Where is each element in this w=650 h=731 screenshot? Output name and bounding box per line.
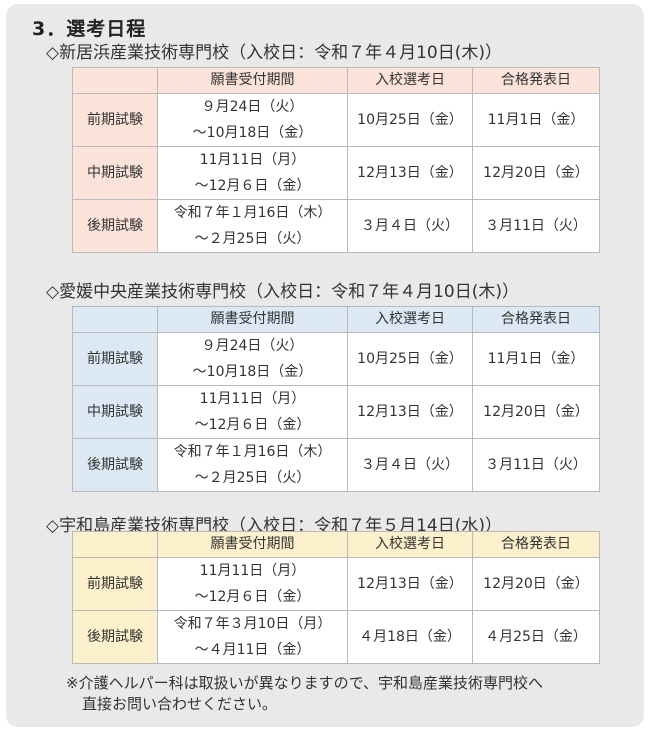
column-header: 合格発表日	[472, 306, 600, 333]
period-line: 11月11日（月）	[199, 563, 306, 579]
column-header: 入校選考日	[347, 67, 473, 94]
application-period: ９月24日（火） ～10月18日（金）	[157, 332, 348, 386]
result-date: 11月1日（金）	[472, 93, 600, 147]
note-line-2: 直接お問い合わせください。	[82, 695, 278, 713]
exam-round-label: 前期試験	[72, 332, 158, 386]
period-line: 令和７年１月16日（木）	[173, 205, 332, 221]
table-row: 後期試験 令和７年１月16日（木） ～２月25日（火） ３月４日（火） ３月11日（火）	[72, 199, 600, 253]
result-date: 12月20日（金）	[472, 557, 600, 611]
column-header	[72, 531, 158, 558]
result-date: 12月20日（金）	[472, 385, 600, 439]
exam-date: 10月25日（金）	[347, 332, 473, 386]
column-header: 合格発表日	[472, 67, 600, 94]
period-line: 11月11日（月）	[199, 152, 306, 168]
schedule-table: 願書受付期間 入校選考日 合格発表日 前期試験 11月11日（月） ～12月６日（金） 12…	[72, 531, 600, 664]
application-period: 11月11日（月） ～12月６日（金）	[157, 557, 348, 611]
table-row: 前期試験 ９月24日（火） ～10月18日（金） 10月25日（金） 11月1日（金）	[72, 93, 600, 147]
application-period: ９月24日（火） ～10月18日（金）	[157, 93, 348, 147]
result-date: 11月1日（金）	[472, 332, 600, 386]
table-row: 前期試験 11月11日（月） ～12月６日（金） 12月13日（金） 12月20日（金）	[72, 557, 600, 611]
application-period: 11月11日（月） ～12月６日（金）	[157, 385, 348, 439]
period-line: ～４月11日（金）	[194, 642, 311, 658]
exam-date: 12月13日（金）	[347, 557, 473, 611]
exam-date: 12月13日（金）	[347, 146, 473, 200]
note-line-1: ※介護ヘルパー科は取扱いが異なりますので、宇和島産業技術専門校へ	[66, 674, 543, 692]
exam-date: 10月25日（金）	[347, 93, 473, 147]
period-line: 令和７年３月10日（月）	[173, 616, 332, 632]
period-line: ～10月18日（金）	[192, 125, 313, 141]
period-line: ９月24日（火）	[201, 338, 304, 354]
result-date: ３月11日（火）	[472, 438, 600, 492]
column-header: 願書受付期間	[157, 531, 348, 558]
school-heading: ◇新居浜産業技術専門校（入校日：令和７年４月10日(木)）	[46, 43, 502, 63]
exam-round-label: 中期試験	[72, 385, 158, 439]
table-header-row: 願書受付期間 入校選考日 合格発表日	[72, 531, 600, 558]
table-row: 後期試験 令和７年１月16日（木） ～２月25日（火） ３月４日（火） ３月11日（火）	[72, 438, 600, 492]
result-date: ３月11日（火）	[472, 199, 600, 253]
period-line: ～２月25日（火）	[194, 231, 311, 247]
column-header: 願書受付期間	[157, 67, 348, 94]
schedule-table: 願書受付期間 入校選考日 合格発表日 前期試験 ９月24日（火） ～10月18日（金） 10…	[72, 306, 600, 492]
exam-date: ４月18日（金）	[347, 610, 473, 664]
application-period: 令和７年１月16日（木） ～２月25日（火）	[157, 199, 348, 253]
schedule-table: 願書受付期間 入校選考日 合格発表日 前期試験 ９月24日（火） ～10月18日（金） 10…	[72, 67, 600, 253]
column-header: 入校選考日	[347, 306, 473, 333]
exam-round-label: 前期試験	[72, 93, 158, 147]
period-line: ～２月25日（火）	[194, 470, 311, 486]
table-row: 前期試験 ９月24日（火） ～10月18日（金） 10月25日（金） 11月1日（金）	[72, 332, 600, 386]
period-line: ～12月６日（金）	[194, 589, 311, 605]
period-line: ９月24日（火）	[201, 99, 304, 115]
exam-round-label: 後期試験	[72, 610, 158, 664]
period-line: 11月11日（月）	[199, 391, 306, 407]
application-period: 令和７年１月16日（木） ～２月25日（火）	[157, 438, 348, 492]
exam-round-label: 前期試験	[72, 557, 158, 611]
application-period: 11月11日（月） ～12月６日（金）	[157, 146, 348, 200]
school-heading: ◇愛媛中央産業技術専門校（入校日：令和７年４月10日(木)）	[46, 282, 519, 302]
period-line: ～10月18日（金）	[192, 364, 313, 380]
column-header: 願書受付期間	[157, 306, 348, 333]
exam-date: ３月４日（火）	[347, 199, 473, 253]
column-header	[72, 67, 158, 94]
result-date: ４月25日（金）	[472, 610, 600, 664]
period-line: ～12月６日（金）	[194, 417, 311, 433]
exam-round-label: 後期試験	[72, 199, 158, 253]
column-header	[72, 306, 158, 333]
table-row: 後期試験 令和７年３月10日（月） ～４月11日（金） ４月18日（金） ４月25日（金…	[72, 610, 600, 664]
table-header-row: 願書受付期間 入校選考日 合格発表日	[72, 67, 600, 94]
note: ※介護ヘルパー科は取扱いが異なりますので、宇和島産業技術専門校へ 直接お問い合わ…	[66, 673, 543, 715]
period-line: 令和７年１月16日（木）	[173, 444, 332, 460]
table-row: 中期試験 11月11日（月） ～12月６日（金） 12月13日（金） 12月20日（金）	[72, 385, 600, 439]
exam-round-label: 中期試験	[72, 146, 158, 200]
exam-date: 12月13日（金）	[347, 385, 473, 439]
exam-round-label: 後期試験	[72, 438, 158, 492]
result-date: 12月20日（金）	[472, 146, 600, 200]
column-header: 合格発表日	[472, 531, 600, 558]
table-header-row: 願書受付期間 入校選考日 合格発表日	[72, 306, 600, 333]
column-header: 入校選考日	[347, 531, 473, 558]
application-period: 令和７年３月10日（月） ～４月11日（金）	[157, 610, 348, 664]
exam-date: ３月４日（火）	[347, 438, 473, 492]
section-title: 3．選考日程	[32, 18, 147, 40]
period-line: ～12月６日（金）	[194, 178, 311, 194]
table-row: 中期試験 11月11日（月） ～12月６日（金） 12月13日（金） 12月20日（金）	[72, 146, 600, 200]
